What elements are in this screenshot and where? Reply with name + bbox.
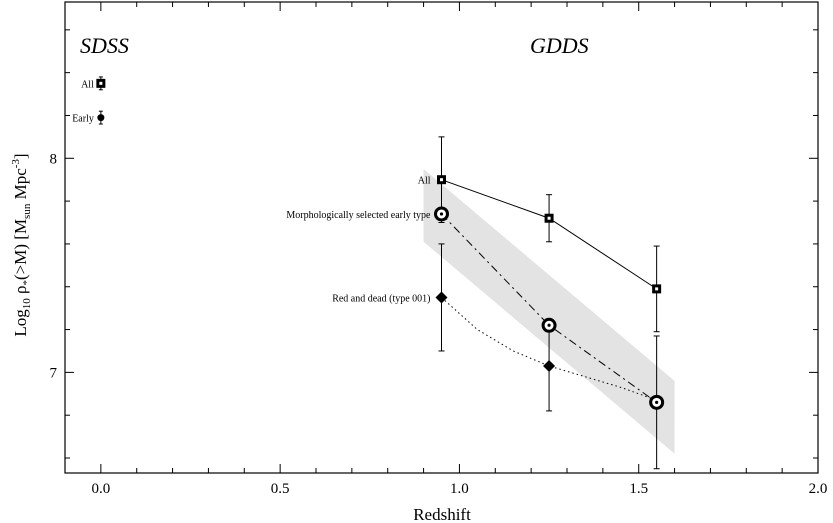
shaded-band xyxy=(423,168,675,454)
series-red-and-dead-type-001-point xyxy=(543,359,556,372)
y-tick-label: 8 xyxy=(50,151,58,167)
x-tick-label: 0.0 xyxy=(91,481,110,497)
x-tick-label: 1.0 xyxy=(450,481,469,497)
y-axis-title-log-sub: 10 xyxy=(21,298,33,310)
y-axis-title-rho: ρ xyxy=(11,285,30,298)
series-red-and-dead-type-001-line xyxy=(441,297,657,401)
y-tick-label: 7 xyxy=(50,365,58,381)
sdss-early-point xyxy=(97,114,105,122)
x-tick-label: 1.5 xyxy=(629,481,648,497)
series-all-label: All xyxy=(418,176,431,187)
y-axis-title-mpc: Mpc xyxy=(11,168,30,204)
y-axis-title-msun-sub: sun xyxy=(21,203,33,219)
axes-layer xyxy=(64,1,819,474)
sdss-early-label: Early xyxy=(72,114,94,125)
sdss-all-label: All xyxy=(81,79,94,90)
y-axis-title-rest: (>M) [M xyxy=(11,219,30,280)
series-all-point-center xyxy=(655,287,659,291)
panel-title-gdds: GDDS xyxy=(530,33,589,58)
shaded-band-layer xyxy=(423,168,675,454)
series-morphologically-selected-early-type-point-center xyxy=(655,400,659,404)
x-tick-label: 0.5 xyxy=(271,481,290,497)
series-red-and-dead-type-001-label: Red and dead (type 001) xyxy=(332,293,430,304)
series-all-point-center xyxy=(547,216,551,220)
plot-frame xyxy=(64,1,819,474)
y-axis-title-close: ] xyxy=(11,153,30,159)
panel-title-sdss: SDSS xyxy=(80,33,129,58)
sdss-all-point-center xyxy=(99,81,103,85)
series-red-and-dead-type-001-point xyxy=(435,291,448,304)
series-morphologically-selected-early-type-point-center xyxy=(547,323,551,327)
y-axis-title-mpc-sup: -3 xyxy=(10,159,22,169)
series-morphologically-selected-early-type-point-center xyxy=(439,212,444,216)
x-axis-title: Redshift xyxy=(413,505,471,523)
series-morphologically-selected-early-type-label: Morphologically selected early type xyxy=(286,210,431,221)
label-layer: 0.0 0.5 1.0 1.5 2.0 7 8 All Morphologically sele… xyxy=(50,79,828,497)
y-axis-title-rho-sub: * xyxy=(21,280,33,286)
series-all-point-center xyxy=(440,178,443,182)
y-axis-title: Log10 ρ*(>M) [Msun Mpc-3] xyxy=(10,153,33,336)
series-layer xyxy=(96,76,665,470)
y-axis-title-log: Log xyxy=(11,309,30,337)
x-tick-label: 2.0 xyxy=(809,481,828,497)
